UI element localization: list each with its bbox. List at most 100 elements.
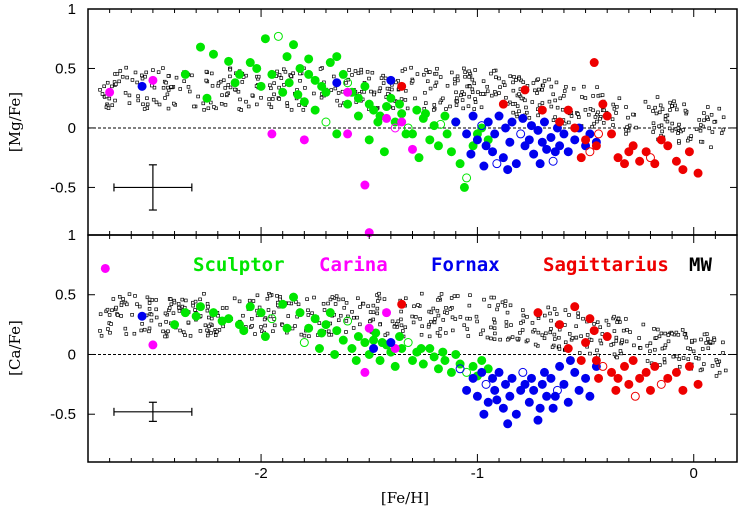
sculptor-point xyxy=(414,153,424,163)
mw-star-point xyxy=(549,318,553,323)
mw-star-point xyxy=(193,308,197,312)
mw-star-point xyxy=(375,306,380,311)
mw-star-point xyxy=(543,313,547,318)
sagittarius-point xyxy=(555,320,565,330)
mw-star-point xyxy=(391,106,396,110)
mw-star-point xyxy=(515,336,520,341)
mw-star-point xyxy=(367,76,371,81)
mw-star-point xyxy=(145,295,150,300)
mw-star-point xyxy=(372,92,376,97)
mw-star-point xyxy=(508,74,512,78)
sagittarius-point xyxy=(607,367,617,377)
mw-star-point xyxy=(463,75,467,79)
sculptor-point xyxy=(234,320,244,330)
mw-star-point xyxy=(434,72,439,76)
sculptor-point xyxy=(273,31,283,41)
mw-star-point xyxy=(709,113,714,117)
sculptor-point xyxy=(282,323,292,333)
mw-star-point xyxy=(338,103,342,108)
mw-star-point xyxy=(567,313,571,317)
fornax-point xyxy=(548,156,558,166)
mw-star-point xyxy=(621,328,626,333)
mw-star-point xyxy=(710,130,715,134)
sculptor-point xyxy=(170,320,180,330)
sagittarius-point xyxy=(611,385,621,395)
mw-star-point xyxy=(377,291,381,296)
mw-star-point xyxy=(205,308,210,313)
fornax-point xyxy=(518,367,528,377)
mw-star-point xyxy=(157,102,162,107)
mw-star-point xyxy=(709,145,713,150)
mw-star-point xyxy=(228,74,232,79)
mw-star-point xyxy=(336,297,341,302)
mw-star-point xyxy=(445,311,449,315)
mw-star-point xyxy=(207,324,211,329)
fornax-point xyxy=(524,397,534,407)
mw-star-point xyxy=(154,315,159,320)
sculptor-point xyxy=(451,349,461,359)
fornax-point xyxy=(490,129,500,139)
mw-star-point xyxy=(321,302,326,306)
fornax-point xyxy=(537,379,547,389)
series-sculptor xyxy=(180,31,493,192)
mw-star-point xyxy=(463,70,467,74)
mw-star-point xyxy=(612,352,617,357)
fornax-point xyxy=(529,385,539,395)
mw-star-point xyxy=(127,292,132,296)
mw-star-point xyxy=(267,97,271,101)
mw-star-point xyxy=(590,124,594,129)
mw-star-point xyxy=(205,301,210,306)
mw-star-point xyxy=(428,70,432,74)
mw-star-point xyxy=(405,106,410,111)
legend-fornax: Fornax xyxy=(431,254,500,276)
sculptor-point xyxy=(234,69,244,79)
mw-star-point xyxy=(716,363,721,367)
mw-star-point xyxy=(657,334,662,339)
mw-star-point xyxy=(142,327,147,332)
mw-star-point xyxy=(542,79,547,83)
mw-star-point xyxy=(496,303,500,307)
mw-star-point xyxy=(414,315,418,319)
mw-star-point xyxy=(563,340,568,345)
mw-star-point xyxy=(455,99,459,104)
sagittarius-point xyxy=(589,326,599,336)
sculptor-point xyxy=(256,308,266,318)
mw-star-point xyxy=(681,128,685,132)
sculptor-point xyxy=(191,311,201,321)
mw-star-point xyxy=(544,331,548,336)
mw-star-point xyxy=(429,319,433,324)
mw-star-point xyxy=(645,359,650,363)
mw-star-point xyxy=(271,97,275,101)
sculptor-point xyxy=(462,173,472,183)
mw-star-point xyxy=(707,126,711,131)
mw-star-point xyxy=(492,69,496,73)
mw-star-point xyxy=(385,331,390,336)
sagittarius-point xyxy=(581,338,591,348)
mw-star-point xyxy=(143,74,147,79)
y-tick-label: 0.5 xyxy=(55,287,76,304)
mw-star-point xyxy=(420,291,424,296)
mw-star-point xyxy=(524,105,528,110)
mw-star-point xyxy=(557,336,561,340)
mw-star-point xyxy=(206,106,211,111)
mw-star-point xyxy=(576,311,580,316)
y-tick-label: -0.5 xyxy=(50,406,76,423)
sculptor-point xyxy=(429,352,439,362)
sagittarius-point xyxy=(576,153,586,163)
mw-star-point xyxy=(441,96,445,101)
fornax-point xyxy=(507,373,517,383)
mw-star-point xyxy=(358,305,362,309)
mw-star-point xyxy=(403,98,408,102)
mw-star-point xyxy=(423,91,427,95)
mw-star-point xyxy=(132,331,137,336)
mw-star-point xyxy=(478,332,483,336)
mw-star-point xyxy=(455,96,459,100)
mw-star-point xyxy=(702,362,706,366)
mw-star-point xyxy=(332,74,336,79)
mw-star-point xyxy=(490,93,494,98)
mw-star-point xyxy=(431,306,436,311)
sculptor-point xyxy=(208,308,218,318)
mw-star-point xyxy=(333,86,338,91)
mw-star-point xyxy=(673,103,677,108)
mw-star-point xyxy=(263,323,267,328)
